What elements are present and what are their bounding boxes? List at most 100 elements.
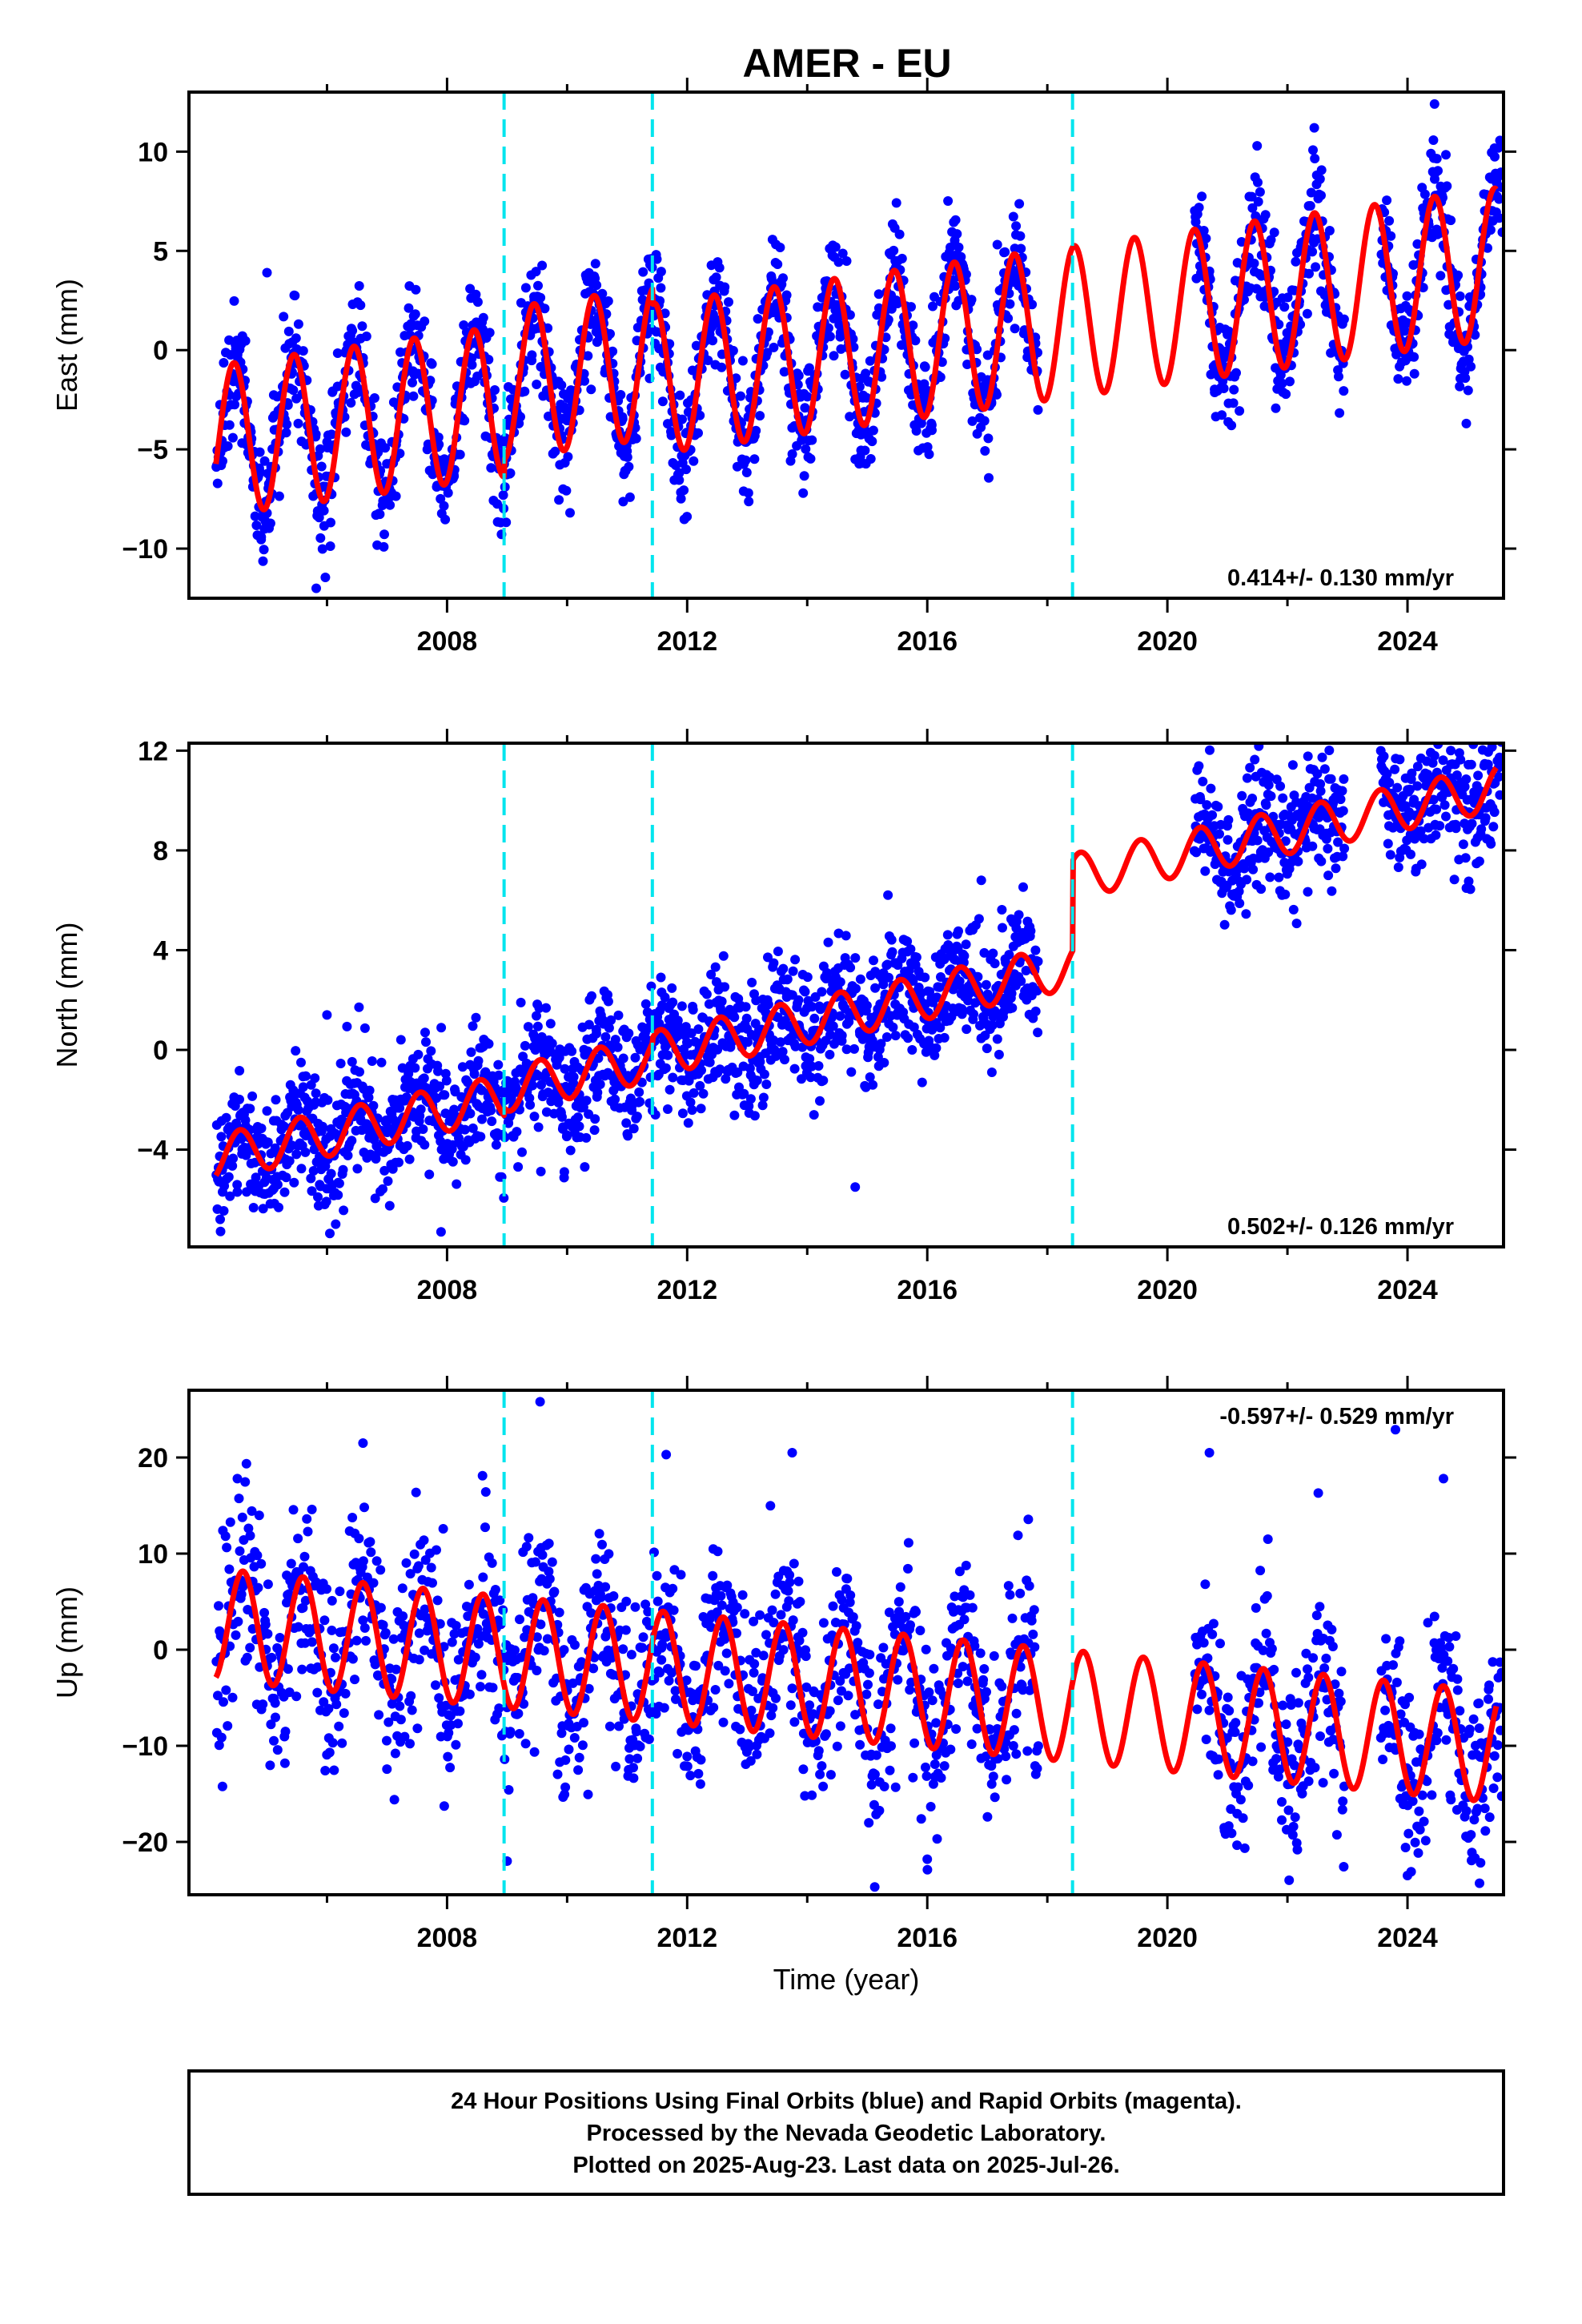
data-point <box>758 1092 769 1103</box>
data-point <box>1337 786 1347 796</box>
data-point <box>845 963 856 973</box>
data-point <box>743 488 753 498</box>
data-point <box>1308 145 1318 155</box>
data-point <box>1033 404 1043 415</box>
data-point <box>1199 226 1209 235</box>
data-point <box>626 1650 636 1660</box>
data-point <box>1338 851 1348 862</box>
data-point <box>567 1046 577 1056</box>
data-point <box>284 1156 295 1166</box>
data-point <box>1379 751 1389 762</box>
data-point <box>717 996 727 1007</box>
data-point <box>333 1190 343 1200</box>
data-point <box>439 1801 449 1811</box>
data-point <box>512 1127 522 1137</box>
data-point <box>383 1124 394 1133</box>
data-point <box>656 972 666 983</box>
data-point <box>656 1655 667 1665</box>
data-point <box>592 1028 601 1039</box>
data-point <box>319 1615 330 1626</box>
data-point <box>537 1550 548 1560</box>
data-point <box>927 425 937 436</box>
data-point <box>632 1753 643 1763</box>
data-point <box>521 1542 532 1552</box>
data-point <box>1465 884 1476 895</box>
data-point <box>943 196 954 206</box>
data-point <box>395 448 405 459</box>
data-point <box>418 1124 428 1134</box>
data-point <box>793 380 803 390</box>
data-point <box>297 1664 307 1675</box>
data-point <box>464 1579 474 1590</box>
data-point <box>946 242 955 252</box>
data-point <box>809 1110 819 1120</box>
data-point <box>380 1628 391 1638</box>
data-point <box>1384 215 1395 226</box>
data-point <box>789 1063 800 1074</box>
data-point <box>493 1059 504 1070</box>
data-point <box>311 1088 321 1099</box>
data-point <box>787 449 797 459</box>
data-point <box>374 1710 384 1720</box>
data-point <box>280 1727 291 1737</box>
data-point <box>505 1727 516 1737</box>
data-point <box>592 1569 602 1579</box>
data-point <box>351 1635 362 1646</box>
data-point <box>1015 231 1026 241</box>
data-point <box>765 1728 775 1739</box>
data-point <box>663 1104 673 1114</box>
y-tick-label: −4 <box>137 1136 168 1166</box>
data-point <box>227 1160 238 1171</box>
data-point <box>998 923 1007 933</box>
data-point <box>371 1154 381 1164</box>
data-point <box>1399 326 1410 336</box>
data-point <box>406 1691 416 1701</box>
data-point <box>1386 231 1396 241</box>
data-point <box>1215 829 1224 839</box>
data-point <box>1406 849 1415 859</box>
data-point <box>802 392 813 402</box>
data-point <box>221 1112 231 1123</box>
data-point <box>708 1570 718 1581</box>
data-point <box>427 359 437 369</box>
data-point <box>887 947 897 957</box>
data-point <box>240 1477 251 1487</box>
data-point <box>561 485 572 496</box>
data-point <box>410 309 420 320</box>
data-point <box>307 1504 317 1514</box>
data-point <box>720 1666 730 1676</box>
data-point <box>691 1661 701 1671</box>
data-point <box>335 1059 346 1068</box>
data-point <box>1194 761 1204 771</box>
data-point <box>992 1034 1002 1044</box>
data-point <box>296 1164 307 1174</box>
data-point <box>920 362 930 372</box>
data-point <box>1494 194 1504 204</box>
data-point <box>737 356 748 366</box>
data-point <box>225 1191 235 1201</box>
data-point <box>638 1632 648 1642</box>
data-point <box>470 1652 480 1663</box>
data-point <box>635 1096 645 1107</box>
data-point <box>540 304 550 314</box>
data-point <box>628 1124 639 1134</box>
data-point <box>347 1513 358 1522</box>
data-point <box>532 380 542 389</box>
data-point <box>1016 976 1026 987</box>
data-point <box>552 1769 563 1779</box>
data-point <box>1409 352 1419 362</box>
data-point <box>873 289 884 300</box>
data-point <box>716 1590 726 1601</box>
data-point <box>1011 221 1022 231</box>
data-point <box>1305 201 1315 211</box>
data-point <box>1460 373 1471 384</box>
data-point <box>846 1067 857 1077</box>
data-point <box>616 390 626 400</box>
data-point <box>628 1763 638 1773</box>
data-point <box>1393 862 1403 872</box>
data-point <box>967 416 978 426</box>
data-point <box>327 429 337 440</box>
data-point <box>465 283 476 294</box>
data-point <box>779 367 789 377</box>
data-point <box>590 1114 600 1124</box>
